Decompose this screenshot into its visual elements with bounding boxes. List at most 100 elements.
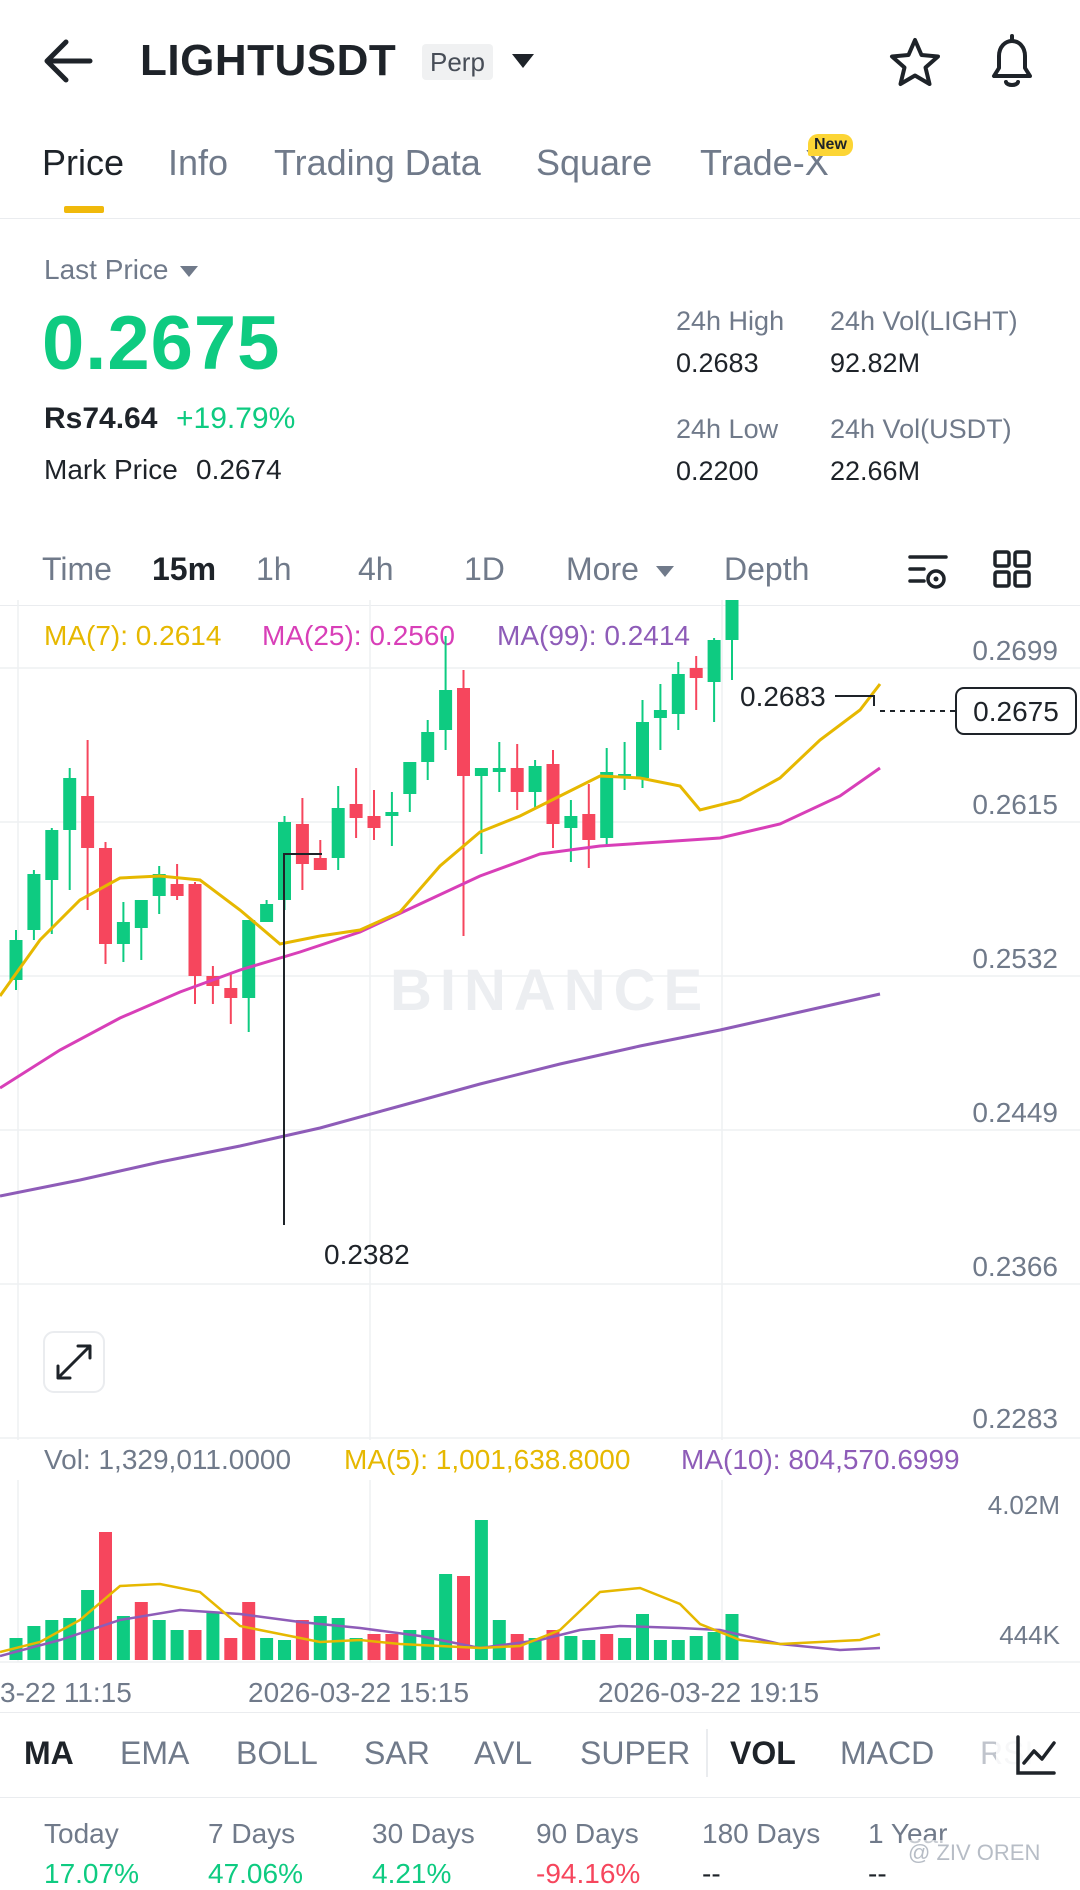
low-marker-line xyxy=(283,853,322,1225)
active-tab-indicator xyxy=(64,206,104,213)
last-price-label[interactable]: Last Price xyxy=(44,254,169,285)
candle xyxy=(188,884,202,976)
symbol-dropdown-icon[interactable] xyxy=(512,54,534,68)
last-price-dropdown-icon[interactable] xyxy=(180,266,198,277)
tab-trade-x[interactable]: Trade-X xyxy=(700,142,829,183)
vol-ma5-line xyxy=(0,1582,881,1654)
candle xyxy=(510,768,524,792)
candlestick-chart[interactable]: BINANCE 0.2675 0.2683 0.2382 0.2699 0.26… xyxy=(0,600,1080,1440)
perf-value: 17.07% xyxy=(44,1858,139,1889)
volume-bar xyxy=(116,1616,130,1660)
high-24h-label: 24h High xyxy=(676,306,785,336)
volume-bar xyxy=(653,1640,667,1660)
indicator-macd[interactable]: MACD xyxy=(840,1735,935,1771)
indicator-ma[interactable]: MA xyxy=(24,1735,74,1771)
chart-settings-icon[interactable] xyxy=(906,549,950,593)
volume-bar xyxy=(528,1638,542,1660)
perf-value: 47.06% xyxy=(208,1858,303,1889)
candle xyxy=(81,796,95,848)
ma7-line xyxy=(0,683,882,997)
volume-bar xyxy=(224,1638,238,1660)
high-marker-line xyxy=(835,695,875,706)
vol-base-24h-value: 92.82M xyxy=(830,348,921,378)
interval-depth[interactable]: Depth xyxy=(724,551,810,587)
volume-bar xyxy=(600,1634,614,1660)
indicator-settings-icon[interactable] xyxy=(1014,1733,1058,1777)
volume-bar xyxy=(671,1640,685,1660)
candle xyxy=(260,904,274,922)
tab-square[interactable]: Square xyxy=(536,142,653,183)
indicator-vol[interactable]: VOL xyxy=(730,1735,796,1771)
price-change-percent: +19.79% xyxy=(176,402,296,435)
interval-1h[interactable]: 1h xyxy=(256,551,292,587)
grid-lines xyxy=(0,600,1080,1440)
tab-price[interactable]: Price xyxy=(42,142,125,183)
candle xyxy=(689,668,703,678)
interval-more[interactable]: More xyxy=(566,551,639,587)
volume-bar xyxy=(278,1640,291,1660)
volume-bar xyxy=(242,1602,256,1660)
indicator-ema[interactable]: EMA xyxy=(120,1735,190,1771)
indicator-sar[interactable]: SAR xyxy=(364,1735,430,1771)
favorite-star-icon[interactable] xyxy=(888,36,942,90)
perf-value: -- xyxy=(868,1858,887,1889)
volume-bar xyxy=(45,1620,59,1660)
volume-bar xyxy=(260,1638,274,1660)
notification-bell-icon[interactable] xyxy=(984,32,1040,90)
candle xyxy=(27,874,41,930)
price-tick: 0.2283 xyxy=(972,1403,1058,1434)
candle xyxy=(725,600,739,640)
more-dropdown-icon[interactable] xyxy=(656,566,674,577)
back-arrow-icon[interactable] xyxy=(40,36,96,86)
top-bar: LIGHTUSDT Perp xyxy=(0,0,1080,120)
candle xyxy=(600,772,614,838)
interval-4h[interactable]: 4h xyxy=(358,551,394,587)
volume-tick: 444K xyxy=(999,1620,1060,1650)
candle xyxy=(295,824,309,864)
candle xyxy=(99,848,112,944)
volume-chart[interactable]: 4.02M 444K 3-22 11:15 2026-03-22 15:15 2… xyxy=(0,1480,1080,1712)
candle xyxy=(546,764,560,824)
volume-bar xyxy=(331,1618,345,1660)
candle xyxy=(653,710,667,718)
candle xyxy=(349,804,363,818)
price-tick: 0.2615 xyxy=(972,789,1058,820)
fullscreen-button[interactable] xyxy=(43,1331,105,1393)
candle xyxy=(134,900,148,928)
ma25-legend: MA(25): 0.2560 xyxy=(262,620,455,651)
tab-trading-data[interactable]: Trading Data xyxy=(274,142,481,183)
symbol-title[interactable]: LIGHTUSDT xyxy=(140,36,397,85)
volume-grid xyxy=(0,1480,1080,1663)
perf-label: 180 Days xyxy=(702,1818,821,1849)
volume-bar xyxy=(457,1576,470,1660)
vol-base-24h-label: 24h Vol(LIGHT) xyxy=(830,306,1018,336)
candle xyxy=(116,922,130,944)
candle xyxy=(45,830,59,880)
interval-15m[interactable]: 15m xyxy=(152,551,217,587)
perf-label: Today xyxy=(44,1818,119,1849)
volume-bar xyxy=(385,1634,399,1660)
perf-180d: 180 Days -- xyxy=(702,1818,820,1890)
candles xyxy=(9,600,739,1032)
candle xyxy=(421,732,435,762)
indicator-super[interactable]: SUPER xyxy=(580,1735,691,1771)
perf-label: 30 Days xyxy=(372,1818,475,1849)
volume-bar xyxy=(564,1636,578,1660)
perf-label: 90 Days xyxy=(536,1818,639,1849)
volume-bar xyxy=(618,1638,632,1660)
volume-bar xyxy=(99,1532,112,1660)
volume-bar xyxy=(689,1636,703,1660)
low-24h-label: 24h Low xyxy=(676,414,779,444)
indicator-boll[interactable]: BOLL xyxy=(236,1735,318,1771)
ma7-legend: MA(7): 0.2614 xyxy=(44,620,222,651)
price-tick: 0.2366 xyxy=(972,1251,1058,1282)
volume-bar xyxy=(707,1632,721,1660)
volume-bar xyxy=(295,1620,309,1660)
indicator-avl[interactable]: AVL xyxy=(474,1735,533,1771)
grid-layout-icon[interactable] xyxy=(992,549,1032,589)
perf-7d: 7 Days 47.06% xyxy=(208,1818,303,1890)
tab-info[interactable]: Info xyxy=(168,142,229,183)
interval-1d[interactable]: 1D xyxy=(464,551,505,587)
chart-watermark: BINANCE xyxy=(390,958,710,1023)
interval-time[interactable]: Time xyxy=(42,551,112,587)
